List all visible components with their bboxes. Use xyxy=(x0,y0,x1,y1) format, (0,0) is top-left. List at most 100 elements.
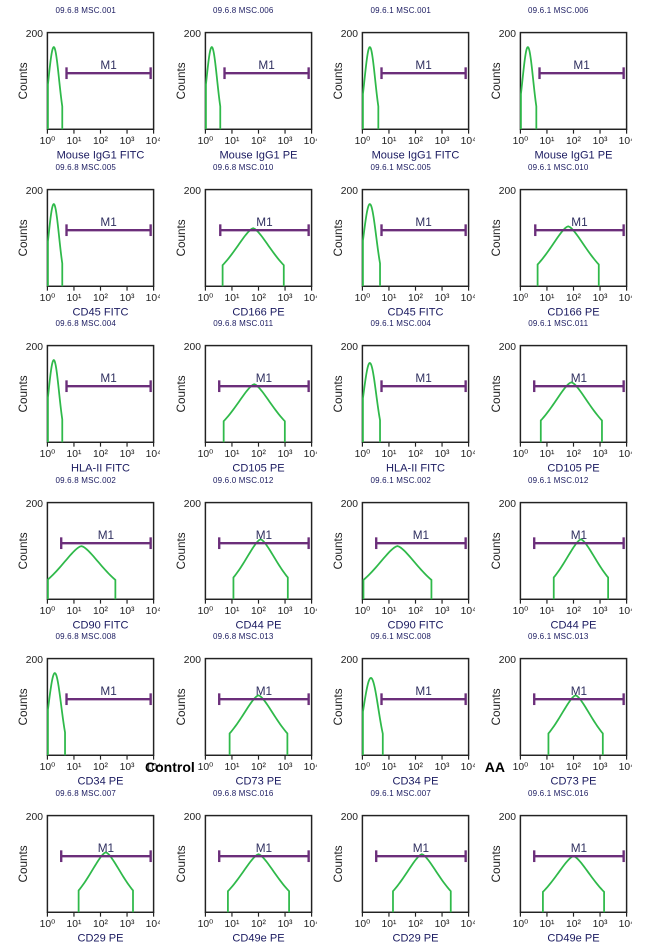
svg-text:10⁰: 10⁰ xyxy=(40,292,56,303)
svg-text:M1: M1 xyxy=(100,372,116,385)
svg-text:10⁴: 10⁴ xyxy=(303,918,317,929)
svg-text:M1: M1 xyxy=(100,215,116,228)
svg-text:HLA-II FITC: HLA-II FITC xyxy=(386,463,445,475)
svg-text:10⁴: 10⁴ xyxy=(303,292,317,303)
cell-title: 09.6.8 MSC.008 xyxy=(12,632,160,641)
histogram-cell: 09.6.8 MSC.010 200 Counts M1 10⁰ 10¹ 10²… xyxy=(170,163,318,320)
svg-text:HLA-II FITC: HLA-II FITC xyxy=(71,463,130,475)
histogram-cell: 09.6.8 MSC.002 200 Counts M1 10⁰ 10¹ 10²… xyxy=(12,476,160,633)
svg-text:CD34 PE: CD34 PE xyxy=(77,776,123,788)
svg-text:10²: 10² xyxy=(93,918,108,929)
histogram-plot: 200 Counts M1 10⁰ 10¹ 10² 10³ 10⁴ CD49e … xyxy=(170,798,318,945)
cell-title: 09.6.0 MSC.012 xyxy=(170,476,318,485)
svg-text:Counts: Counts xyxy=(174,219,187,256)
svg-text:10⁴: 10⁴ xyxy=(303,449,317,460)
svg-text:10⁰: 10⁰ xyxy=(512,292,528,303)
svg-text:Mouse IgG1 FITC: Mouse IgG1 FITC xyxy=(372,150,460,162)
svg-text:10²: 10² xyxy=(251,918,266,929)
svg-text:CD105 PE: CD105 PE xyxy=(547,463,599,475)
svg-text:10⁴: 10⁴ xyxy=(461,136,475,147)
svg-text:Counts: Counts xyxy=(489,219,502,256)
histogram-cell: 09.6.8 MSC.016 200 Counts M1 10⁰ 10¹ 10²… xyxy=(170,789,318,945)
histogram-cell: 09.6.8 MSC.006 200 Counts M1 10⁰ 10¹ 10²… xyxy=(170,6,318,163)
svg-text:M1: M1 xyxy=(100,685,116,698)
histogram-plot: 200 Counts M1 10⁰ 10¹ 10² 10³ 10⁴ CD45 F… xyxy=(327,172,475,319)
svg-text:CD49e PE: CD49e PE xyxy=(232,932,284,944)
svg-text:M1: M1 xyxy=(413,528,429,541)
svg-text:10⁴: 10⁴ xyxy=(303,605,317,616)
svg-text:200: 200 xyxy=(183,186,200,197)
svg-text:M1: M1 xyxy=(573,59,589,72)
svg-text:CD45 FITC: CD45 FITC xyxy=(73,306,129,318)
cell-title: 09.6.8 MSC.005 xyxy=(12,163,160,172)
svg-text:10⁰: 10⁰ xyxy=(197,136,213,147)
histogram-cell: 09.6.8 MSC.007 200 Counts M1 10⁰ 10¹ 10²… xyxy=(12,789,160,945)
svg-text:10⁴: 10⁴ xyxy=(461,918,475,929)
svg-text:10³: 10³ xyxy=(592,292,607,303)
svg-text:10²: 10² xyxy=(408,449,423,460)
svg-text:10⁰: 10⁰ xyxy=(40,449,56,460)
svg-text:200: 200 xyxy=(183,29,200,40)
svg-text:200: 200 xyxy=(341,499,358,510)
svg-text:Counts: Counts xyxy=(17,845,30,882)
svg-text:10³: 10³ xyxy=(592,449,607,460)
svg-text:10¹: 10¹ xyxy=(539,449,554,460)
svg-text:10⁰: 10⁰ xyxy=(40,605,56,616)
svg-text:10⁴: 10⁴ xyxy=(461,605,475,616)
svg-text:Counts: Counts xyxy=(17,688,30,725)
cell-title: 09.6.1 MSC.007 xyxy=(327,789,475,798)
group-label-control: Control xyxy=(145,759,195,775)
histogram-plot: 200 Counts M1 10⁰ 10¹ 10² 10³ 10⁴ CD49e … xyxy=(485,798,633,945)
svg-text:10⁰: 10⁰ xyxy=(355,449,371,460)
svg-text:M1: M1 xyxy=(571,215,587,228)
svg-text:CD29 PE: CD29 PE xyxy=(392,932,438,944)
svg-text:10²: 10² xyxy=(251,136,266,147)
svg-text:10⁰: 10⁰ xyxy=(197,918,213,929)
histogram-plot: 200 Counts M1 10⁰ 10¹ 10² 10³ 10⁴ CD166 … xyxy=(485,172,633,319)
svg-text:Counts: Counts xyxy=(489,532,502,569)
svg-text:10⁰: 10⁰ xyxy=(355,292,371,303)
svg-text:10⁰: 10⁰ xyxy=(355,136,371,147)
svg-text:200: 200 xyxy=(498,655,515,666)
svg-text:10⁰: 10⁰ xyxy=(512,136,528,147)
svg-text:M1: M1 xyxy=(255,841,271,854)
svg-text:10⁰: 10⁰ xyxy=(197,605,213,616)
svg-text:200: 200 xyxy=(26,29,43,40)
group-label-aa: AA xyxy=(485,759,505,775)
svg-text:10¹: 10¹ xyxy=(381,136,396,147)
svg-text:CD105 PE: CD105 PE xyxy=(232,463,284,475)
histogram-cell: 09.6.8 MSC.001 200 Counts M1 10⁰ 10¹ 10²… xyxy=(12,6,160,163)
svg-text:Counts: Counts xyxy=(17,62,30,99)
svg-text:10²: 10² xyxy=(408,136,423,147)
histogram-cell: 09.6.1 MSC.010 200 Counts M1 10⁰ 10¹ 10²… xyxy=(485,163,633,320)
cell-title: 09.6.8 MSC.013 xyxy=(170,632,318,641)
cell-title: 09.6.8 MSC.001 xyxy=(12,6,160,15)
svg-text:10³: 10³ xyxy=(435,918,450,929)
svg-text:200: 200 xyxy=(498,186,515,197)
svg-text:Counts: Counts xyxy=(174,375,187,412)
histogram-cell: 09.6.8 MSC.011 200 Counts M1 10⁰ 10¹ 10²… xyxy=(170,319,318,476)
svg-text:M1: M1 xyxy=(570,372,586,385)
svg-text:10¹: 10¹ xyxy=(539,292,554,303)
svg-text:M1: M1 xyxy=(415,372,431,385)
svg-text:10³: 10³ xyxy=(277,605,292,616)
svg-text:10⁰: 10⁰ xyxy=(512,918,528,929)
histogram-plot: 200 Counts M1 10⁰ 10¹ 10² 10³ 10⁴ CD29 P… xyxy=(327,798,475,945)
svg-text:Counts: Counts xyxy=(332,219,345,256)
histogram-plot: 200 Counts M1 10⁰ 10¹ 10² 10³ 10⁴ HLA-II… xyxy=(327,328,475,475)
svg-text:Counts: Counts xyxy=(174,845,187,882)
svg-text:10¹: 10¹ xyxy=(224,605,239,616)
svg-text:10¹: 10¹ xyxy=(66,136,81,147)
svg-text:M1: M1 xyxy=(98,528,114,541)
svg-text:200: 200 xyxy=(183,812,200,823)
svg-text:Mouse IgG1 PE: Mouse IgG1 PE xyxy=(219,150,297,162)
svg-text:10⁴: 10⁴ xyxy=(146,292,160,303)
svg-text:Counts: Counts xyxy=(489,688,502,725)
svg-text:10⁰: 10⁰ xyxy=(40,918,56,929)
group-labels: Control AA xyxy=(0,759,650,775)
svg-text:CD166 PE: CD166 PE xyxy=(232,306,284,318)
svg-text:10⁰: 10⁰ xyxy=(512,449,528,460)
histogram-plot: 200 Counts M1 10⁰ 10¹ 10² 10³ 10⁴ Mouse … xyxy=(12,15,160,162)
svg-text:10⁰: 10⁰ xyxy=(40,136,56,147)
svg-text:M1: M1 xyxy=(100,59,116,72)
